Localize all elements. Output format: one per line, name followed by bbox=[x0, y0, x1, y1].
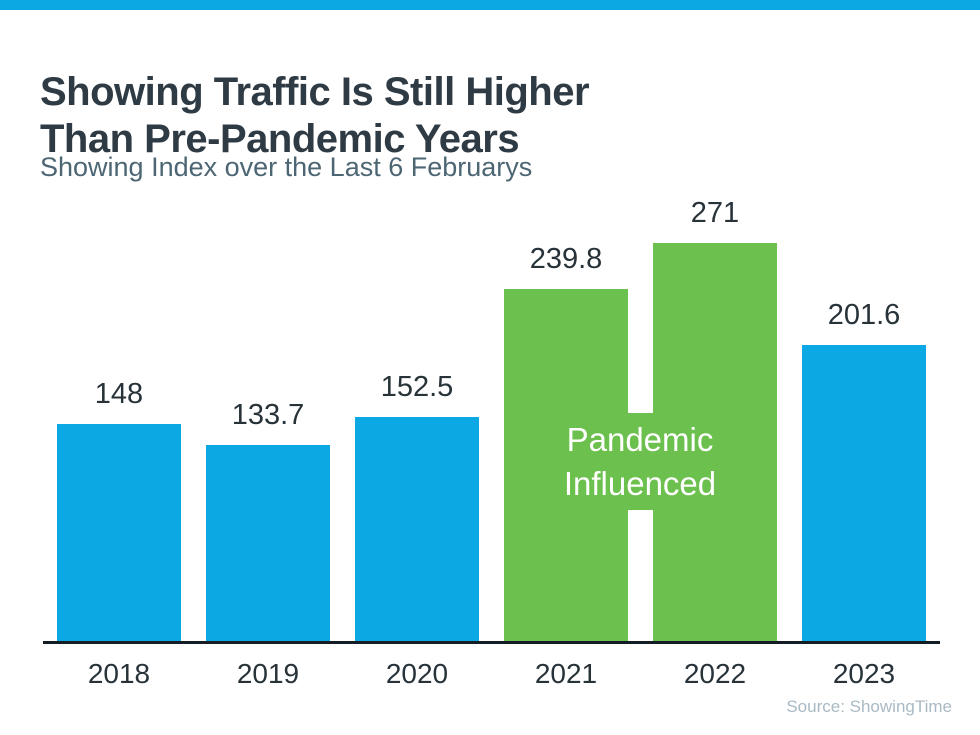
value-label-2018: 148 bbox=[94, 378, 144, 410]
bar-column-2020: 152.5 2020 bbox=[355, 0, 479, 689]
top-accent-bar bbox=[0, 0, 980, 10]
x-tick-label-2023: 2023 bbox=[832, 658, 896, 689]
x-tick-label-2020: 2020 bbox=[385, 658, 449, 689]
value-label-2020: 152.5 bbox=[380, 371, 454, 403]
pandemic-annotation-label: Pandemic Influenced bbox=[563, 420, 717, 502]
x-tick-label-2022: 2022 bbox=[683, 658, 747, 689]
x-axis-line bbox=[43, 641, 940, 644]
bar-2020 bbox=[355, 417, 479, 641]
source-attribution: Source: ShowingTime bbox=[786, 697, 952, 716]
value-label-2022: 271 bbox=[690, 197, 740, 229]
bar-2018 bbox=[57, 424, 181, 641]
value-label-2019: 133.7 bbox=[231, 399, 305, 431]
bar-column-2019: 133.7 2019 bbox=[206, 0, 330, 689]
bar-column-2022: 271 2022 bbox=[653, 0, 777, 689]
page-title: Showing Traffic Is Still Higher Than Pre… bbox=[40, 69, 590, 161]
bar-2023 bbox=[802, 345, 926, 641]
chart-subtitle: Showing Index over the Last 6 Februarys bbox=[40, 152, 533, 182]
value-label-2023: 201.6 bbox=[827, 299, 901, 331]
bar-2019 bbox=[206, 445, 330, 641]
x-tick-label-2018: 2018 bbox=[87, 658, 151, 689]
x-tick-label-2021: 2021 bbox=[534, 658, 598, 689]
bar-chart-plot-area: 148 2018 133.7 2019 152.5 2020 239.8 2021 271 202… bbox=[57, 0, 926, 689]
x-tick-label-2019: 2019 bbox=[236, 658, 300, 689]
value-label-2021: 239.8 bbox=[529, 243, 603, 275]
bar-column-2021: 239.8 2021 bbox=[504, 0, 628, 689]
pandemic-annotation-box: Pandemic Influenced bbox=[504, 413, 776, 510]
bar-column-2023: 201.6 2023 bbox=[802, 0, 926, 689]
bar-column-2018: 148 2018 bbox=[57, 0, 181, 689]
